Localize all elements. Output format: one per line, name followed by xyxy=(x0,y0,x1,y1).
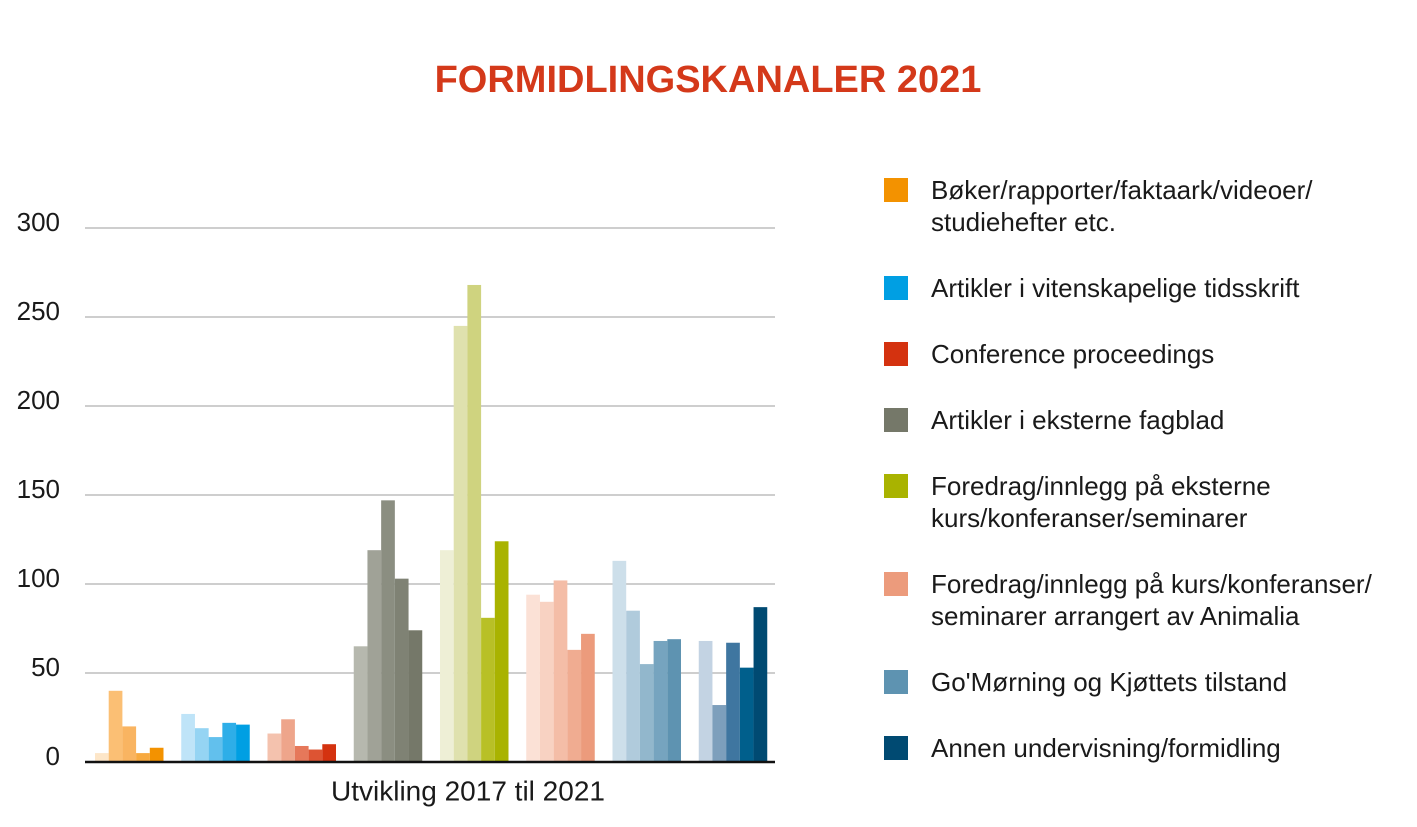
x-axis-label: Utvikling 2017 til 2021 xyxy=(331,775,605,806)
bar xyxy=(308,749,323,762)
legend-item: Foredrag/innlegg på eksterne kurs/konfer… xyxy=(884,470,1372,534)
legend-label: Artikler i eksterne fagblad xyxy=(931,405,1225,435)
bar xyxy=(726,642,740,762)
legend-swatch xyxy=(884,178,908,202)
legend-label: Bøker/rapporter/faktaark/videoer/ studie… xyxy=(931,175,1313,237)
bar xyxy=(149,747,164,762)
bar xyxy=(108,690,123,762)
legend-label: Annen undervisning/formidling xyxy=(931,733,1281,763)
legend-swatch xyxy=(884,408,908,432)
legend-item: Bøker/rapporter/faktaark/videoer/ studie… xyxy=(884,174,1372,238)
bar xyxy=(467,284,482,762)
y-tick-label: 50 xyxy=(31,652,60,682)
bar xyxy=(481,617,495,762)
bar xyxy=(194,728,209,762)
bar xyxy=(267,733,282,762)
bar xyxy=(712,705,727,762)
bar xyxy=(367,550,382,762)
bar xyxy=(394,578,409,762)
legend-item: Artikler i vitenskapelige tidsskrift xyxy=(884,272,1372,304)
bar xyxy=(612,560,627,762)
bar xyxy=(639,664,654,762)
legend-swatch xyxy=(884,474,908,498)
bar xyxy=(667,639,681,762)
bar xyxy=(181,713,195,762)
bar xyxy=(581,633,595,762)
y-tick-label: 250 xyxy=(17,296,60,326)
y-tick-label: 200 xyxy=(17,385,60,415)
bar xyxy=(236,724,250,762)
legend-item: Go'Mørning og Kjøttets tilstand xyxy=(884,666,1372,698)
legend-item: Annen undervisning/formidling xyxy=(884,732,1372,764)
legend-label: Artikler i vitenskapelige tidsskrift xyxy=(931,273,1300,303)
bar xyxy=(526,594,540,762)
bar xyxy=(322,744,336,762)
bar xyxy=(281,719,295,762)
bar xyxy=(553,580,568,762)
legend-swatch xyxy=(884,736,908,760)
bar xyxy=(294,745,309,762)
y-tick-label: 300 xyxy=(17,207,60,237)
bar xyxy=(653,640,668,762)
bar xyxy=(494,541,509,762)
bar xyxy=(753,607,768,762)
bar xyxy=(440,550,454,762)
legend-label: Foredrag/innlegg på eksterne kurs/konfer… xyxy=(931,471,1271,533)
legend-item: Foredrag/innlegg på kurs/konferanser/ se… xyxy=(884,568,1372,632)
legend-swatch xyxy=(884,572,908,596)
legend-label: Go'Mørning og Kjøttets tilstand xyxy=(931,667,1288,697)
y-tick-label: 0 xyxy=(46,741,60,771)
bar xyxy=(739,667,754,762)
bar xyxy=(408,630,423,762)
legend-swatch xyxy=(884,276,908,300)
legend-swatch xyxy=(884,342,908,366)
legend-item: Conference proceedings xyxy=(884,338,1372,370)
bar xyxy=(539,601,554,762)
bar xyxy=(122,726,137,762)
bar xyxy=(698,640,713,762)
bar xyxy=(208,737,223,762)
bar xyxy=(626,610,640,762)
bar xyxy=(353,646,368,762)
bar xyxy=(567,649,582,762)
bar xyxy=(222,722,237,762)
legend-swatch xyxy=(884,670,908,694)
bar xyxy=(381,500,395,762)
bar xyxy=(136,753,150,762)
legend-label: Foredrag/innlegg på kurs/konferanser/ se… xyxy=(931,569,1372,631)
chart-title: FORMIDLINGSKANALER 2021 xyxy=(435,59,982,101)
y-tick-label: 100 xyxy=(17,563,60,593)
y-tick-label: 150 xyxy=(17,474,60,504)
legend: Bøker/rapporter/faktaark/videoer/ studie… xyxy=(884,174,1372,764)
bar xyxy=(453,325,468,762)
legend-label: Conference proceedings xyxy=(931,339,1215,369)
legend-item: Artikler i eksterne fagblad xyxy=(884,404,1372,436)
bar xyxy=(95,753,109,762)
